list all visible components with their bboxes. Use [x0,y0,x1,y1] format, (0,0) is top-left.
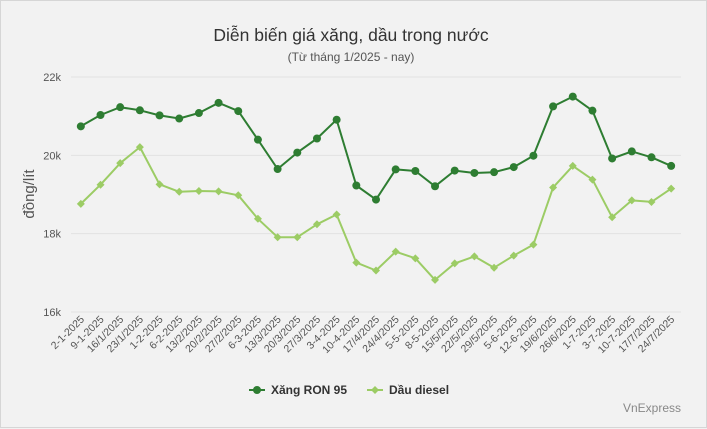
legend-marker [253,386,261,394]
data-point [647,153,656,162]
data-point [509,163,518,172]
data-point [96,110,105,119]
series-line [80,95,672,201]
data-point [608,213,617,222]
data-point [647,197,656,206]
data-point [155,180,164,189]
data-point [627,147,636,156]
data-point [588,106,597,115]
data-point [293,148,302,157]
data-point [116,159,125,168]
data-point [627,196,636,205]
data-point [568,161,577,170]
data-point [372,195,380,204]
series-1 [76,143,676,284]
data-point [352,181,361,190]
series-line [80,146,672,281]
data-point [234,191,243,200]
data-point [450,259,459,268]
data-point [667,184,676,193]
source-credit: VnExpress [623,401,681,415]
data-point [470,252,479,261]
data-point [588,175,597,184]
y-tick-label: 22k [43,72,61,84]
x-axis-ticks: 2-1-20259-1-202516/1/202523/1/20251-2-20… [49,314,678,356]
data-point [568,92,577,101]
y-tick-label: 20k [43,150,61,162]
data-point [135,143,144,152]
data-point [549,183,558,192]
data-point [667,161,676,170]
data-point [135,106,144,115]
chart-title: Diễn biến giá xăng, dầu trong nước [213,24,488,45]
legend-marker [371,386,379,394]
y-axis-label: đồng/lít [21,169,38,219]
data-point [391,165,400,174]
data-point [332,115,341,124]
data-point [76,199,85,208]
legend-item[interactable]: Xăng RON 95 [249,383,347,397]
data-point [175,114,184,123]
data-point [312,134,321,143]
data-point [490,263,499,272]
data-point [509,251,518,260]
data-point [273,233,282,242]
data-point [332,210,341,219]
data-point [234,107,243,116]
series-layer [76,92,676,284]
data-point [175,187,184,196]
data-point [214,98,223,107]
data-point [76,122,85,131]
data-point [214,187,223,196]
data-point [194,109,203,118]
data-point [431,275,440,284]
data-point [352,258,361,267]
y-axis-ticks: 16k 18k 20k 22k [43,72,61,319]
data-point [549,102,558,111]
data-point [273,165,282,174]
data-point [431,182,440,191]
data-point [411,167,420,175]
data-point [96,180,105,189]
data-point [529,151,538,160]
series-0 [76,92,676,204]
data-point [391,247,400,256]
data-point [450,166,459,175]
legend: Xăng RON 95 Dầu diesel [249,383,449,397]
data-point [293,233,302,242]
y-tick-label: 16k [43,307,61,319]
data-point [372,266,380,275]
data-point [116,103,125,112]
grid-lines [71,76,681,313]
data-point [253,135,262,144]
data-point [529,240,538,249]
data-point [470,168,479,177]
data-point [608,154,617,163]
data-point [312,220,321,229]
data-point [194,186,203,195]
y-tick-label: 18k [43,229,61,241]
data-point [155,111,164,120]
legend-label: Xăng RON 95 [271,383,347,397]
legend-item[interactable]: Dầu diesel [367,383,449,397]
data-point [490,168,499,177]
chart-subtitle: (Từ tháng 1/2025 - nay) [288,50,415,64]
data-point [411,254,420,263]
data-point [253,214,262,223]
legend-label: Dầu diesel [389,383,449,397]
